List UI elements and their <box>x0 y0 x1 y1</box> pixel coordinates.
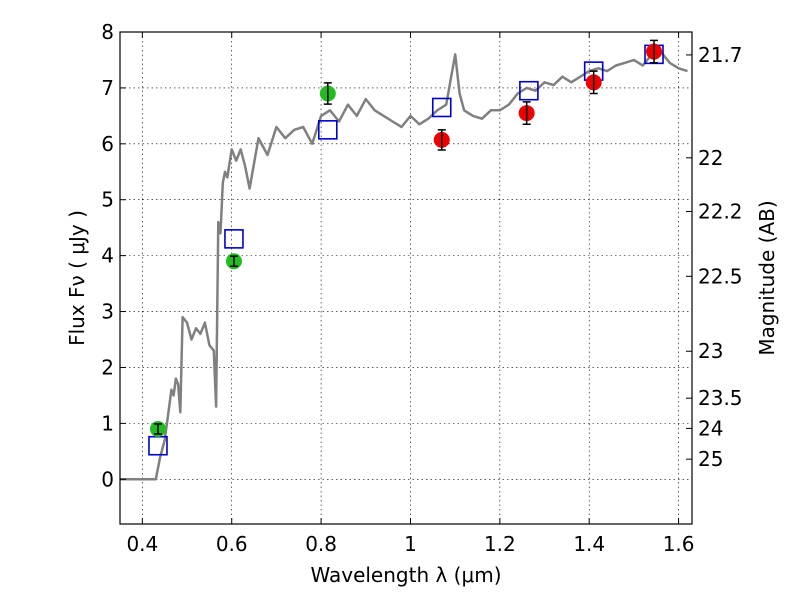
y-tick-label: 5 <box>101 188 114 212</box>
x-tick-label: 1.4 <box>573 532 605 556</box>
plot-frame <box>119 31 693 525</box>
spectrum-line <box>120 50 688 481</box>
axis-ticks: 0.4 0.6 0.8 1 1.2 1.4 1.601234567821.72222.222… <box>101 20 742 556</box>
plot-data <box>120 39 688 481</box>
y-tick-label: 3 <box>101 300 114 324</box>
grid <box>120 31 692 524</box>
y2-axis-label: Magnitude (AB) <box>755 200 779 355</box>
x-tick-label: 0.6 <box>216 532 248 556</box>
x-tick-label: 0.8 <box>305 532 337 556</box>
magnitude-tick-label: 23 <box>698 339 723 363</box>
model-square-point <box>431 97 452 118</box>
x-tick-label: 1.2 <box>484 532 516 556</box>
x-tick-label: 0.4 <box>126 532 158 556</box>
y-tick-label: 2 <box>101 355 114 379</box>
y-tick-label: 4 <box>101 244 114 268</box>
y-tick-label: 7 <box>101 76 114 100</box>
y-tick-label: 8 <box>101 20 114 44</box>
x-axis-label: Wavelength λ (μm) <box>310 563 501 587</box>
y-tick-label: 0 <box>101 467 114 491</box>
y-tick-label: 1 <box>101 411 114 435</box>
x-tick-label: 1.6 <box>663 532 695 556</box>
y-tick-label: 6 <box>101 132 114 156</box>
model-square-point <box>317 120 338 140</box>
y-axis-label: Flux Fν ( μJy ) <box>65 210 89 346</box>
magnitude-tick-label: 22.5 <box>698 264 743 288</box>
magnitude-tick-label: 25 <box>698 447 723 471</box>
magnitude-tick-label: 23.5 <box>698 386 743 410</box>
magnitude-tick-label: 22 <box>698 146 723 170</box>
magnitude-tick-label: 22.2 <box>698 199 743 223</box>
magnitude-tick-label: 24 <box>698 416 723 440</box>
model-square-point <box>224 229 244 249</box>
model-square-point <box>519 80 539 101</box>
magnitude-tick-label: 21.7 <box>698 43 743 67</box>
x-tick-label: 1 <box>404 532 417 556</box>
